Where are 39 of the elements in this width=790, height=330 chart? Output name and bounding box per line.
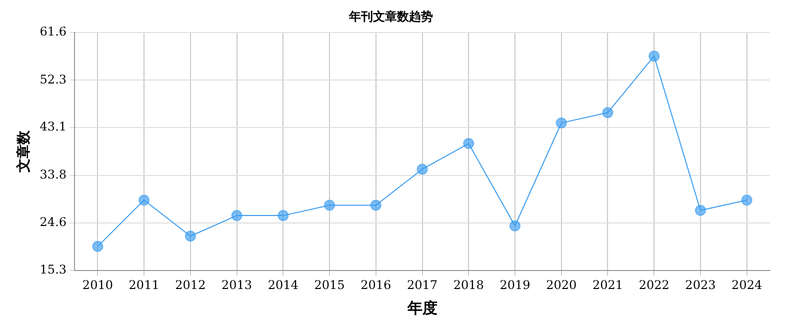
y-tick-label: 61.6 — [40, 24, 67, 39]
x-tick-label: 2022 — [638, 278, 670, 292]
x-tick-label: 2019 — [500, 278, 530, 292]
x-tick-label: 2018 — [453, 278, 484, 292]
point — [416, 164, 428, 175]
point — [92, 240, 104, 252]
x-tick-label: 2010 — [82, 278, 113, 292]
y-tick-label: 15.3 — [40, 262, 67, 277]
point — [138, 194, 150, 206]
x-tick-label: 2023 — [685, 278, 716, 292]
point — [324, 200, 336, 211]
x-tick-label: 2024 — [732, 278, 762, 292]
x-tick-label: 2021 — [592, 278, 623, 292]
x-tick-label: 2012 — [175, 278, 206, 292]
y-axis-title: 文章数 — [15, 130, 32, 174]
x-tick-label: 2017 — [406, 278, 438, 292]
y-tick-label: 33.8 — [40, 168, 67, 182]
point — [278, 210, 289, 222]
point — [509, 220, 520, 232]
x-tick-label: 2015 — [314, 278, 345, 292]
point — [602, 107, 614, 118]
point — [648, 50, 660, 62]
y-tick-label: 52.3 — [40, 72, 67, 86]
point — [741, 194, 752, 206]
chart-title: 年刊文章数趋势 — [348, 9, 433, 24]
point — [556, 117, 567, 128]
x-tick-label: 2011 — [128, 278, 160, 292]
point — [370, 200, 382, 211]
point — [231, 210, 242, 222]
x-axis-title: 年度 — [406, 298, 438, 317]
y-tick-label: 24.6 — [40, 214, 67, 229]
x-tick-label: 2020 — [546, 278, 577, 292]
y-tick-label: 43.1 — [40, 120, 67, 134]
point — [694, 204, 706, 216]
point — [184, 230, 196, 242]
point — [463, 138, 474, 150]
x-tick-label: 2016 — [360, 278, 392, 292]
x-tick-label: 2014 — [268, 278, 299, 292]
x-tick-label: 2013 — [222, 278, 252, 292]
